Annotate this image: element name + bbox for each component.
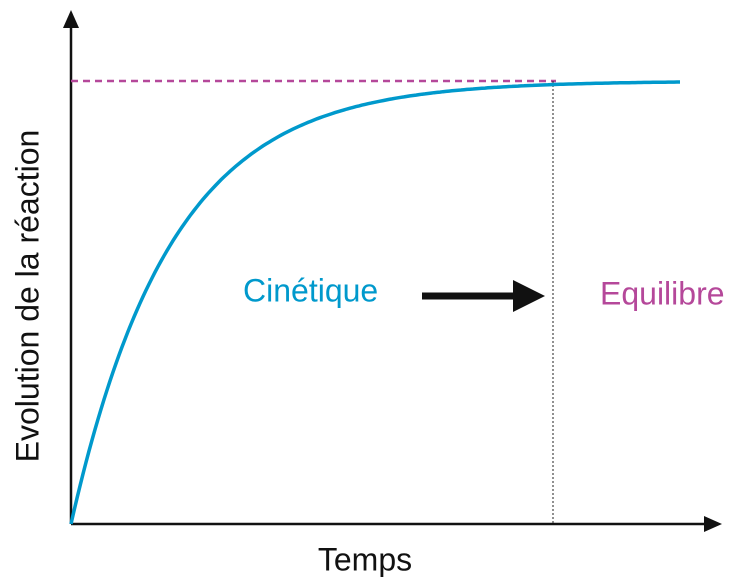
reaction-curve (69, 80, 680, 525)
y-axis-label: Evolution de la réaction (9, 130, 45, 463)
equilibrium-label: Equilibre (600, 275, 725, 311)
transition-arrow-head (513, 280, 545, 312)
y-axis-arrow (63, 10, 79, 28)
x-axis-arrow (704, 516, 722, 532)
kinetics-label: Cinétique (243, 272, 378, 308)
x-axis-label: Temps (318, 541, 412, 577)
